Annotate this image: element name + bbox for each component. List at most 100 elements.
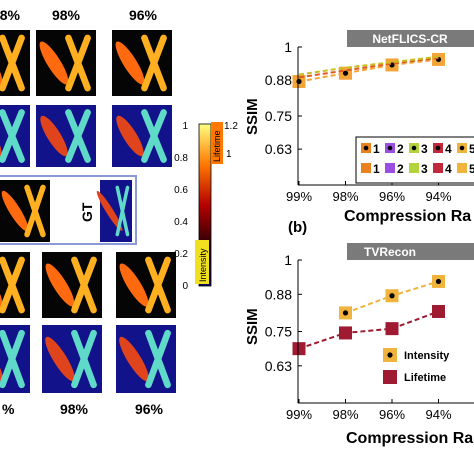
y-tick-label: 0.63 [265, 141, 292, 157]
legend-swatch-dot [387, 352, 393, 358]
legend-label: 5 [469, 162, 474, 176]
legend-swatch [409, 163, 419, 173]
x-object-stroke [141, 109, 167, 163]
left-object [45, 336, 75, 382]
colorbar-right-tick-2: 1 [226, 149, 232, 160]
footer-label-1: % [2, 401, 15, 417]
column-header-3: 96% [129, 7, 158, 23]
chart2-series [292, 274, 445, 356]
legend-label: 2 [397, 142, 404, 156]
x-tick-label: 98% [332, 189, 358, 204]
x-tick-label: 99% [286, 407, 312, 422]
series-2-marker [385, 322, 399, 336]
x-object-stroke [0, 34, 25, 92]
chart2-legend: Intensity Lifetime [383, 348, 450, 384]
chart1-ylabel: SSIM [244, 98, 261, 135]
chart-tvrecon: TVRecon SSIM 10.880.750.63 99% 98% 96% 94% … [244, 243, 474, 447]
legend-swatch-dot [459, 145, 465, 151]
y-tick-label: 1 [284, 39, 292, 55]
colorbar-tick-0: 0 [182, 281, 188, 292]
colorbar: 0 0.2 0.4 0.6 0.8 1 1.2 1 Intensity Life… [174, 121, 238, 292]
chart1-title: NetFLICS-CR [372, 32, 448, 46]
colorbar-tick-5: 1 [182, 121, 188, 132]
legend-swatch-dot [387, 145, 393, 151]
series-1-marker-dot [342, 70, 349, 76]
x-tick-label: 98% [332, 407, 358, 422]
chart-netflics: NetFLICS-CR SSIM 1 0.88 0.75 0.63 99% 98% 96%… [244, 30, 474, 236]
legend-swatch-dot [363, 145, 369, 151]
x-object-stroke [24, 184, 46, 238]
legend-swatch [433, 163, 443, 173]
legend-label: 2 [397, 162, 404, 176]
legend-label: 1 [373, 142, 380, 156]
x-object-stroke [65, 34, 91, 92]
left-object [119, 263, 149, 307]
series-1-marker-dot [435, 278, 442, 285]
legend-label: 5 [469, 142, 474, 156]
x-object-stroke [71, 329, 97, 389]
series-2-marker [432, 304, 445, 318]
left-object [39, 41, 69, 85]
legend-swatch [385, 163, 395, 173]
left-object [96, 190, 123, 232]
chart2-ylabel: SSIM [244, 308, 261, 345]
x-object-stroke [0, 109, 25, 163]
gt-row-frame [0, 175, 137, 245]
legend-label: 4 [445, 142, 452, 156]
chart1-xlabel: Compression Ra [344, 208, 471, 225]
x-object-stroke [0, 329, 25, 389]
colorbar-intensity-label: Intensity [198, 248, 208, 282]
x-tick-label: 96% [379, 189, 405, 204]
colorbar-right-tick-1: 1.2 [224, 121, 238, 132]
y-tick-label: 0.75 [265, 108, 292, 124]
x-tick-label: 99% [286, 189, 312, 204]
series-1-marker-dot [342, 310, 349, 316]
chart1-title-bg [347, 30, 474, 47]
series-1-marker-dot [389, 293, 395, 299]
legend-label: 3 [421, 162, 428, 176]
y-tick-label: 0.63 [265, 358, 292, 374]
legend-swatch-dot [435, 145, 441, 151]
series-line-3 [298, 55, 439, 76]
series-2-marker [292, 342, 306, 356]
x-object-stroke [0, 256, 25, 314]
lifetime-label-bg [211, 122, 223, 164]
column-header-1: 98% [0, 7, 21, 23]
legend-swatch [383, 370, 397, 384]
intensity-label-bg [195, 240, 209, 284]
x-object-stroke [71, 256, 97, 314]
legend-label: 4 [445, 162, 452, 176]
legend-label: Lifetime [404, 372, 446, 384]
y-tick-label: 0.75 [265, 324, 292, 340]
colorbar-tick-4: 0.8 [174, 153, 188, 164]
chart1-series [292, 52, 445, 88]
chart2-xaxis: 99% 98% 96% 94% [286, 399, 452, 422]
y-tick-label: 0.88 [265, 72, 292, 88]
legend-label: 1 [373, 162, 380, 176]
x-object-stroke [145, 329, 171, 389]
colorbar-tick-1: 0.2 [174, 249, 188, 260]
x-object-stroke [145, 256, 171, 314]
x-object-stroke [141, 34, 167, 92]
left-object [115, 41, 145, 85]
chart2-title-bg [347, 243, 474, 260]
legend-swatch [361, 163, 371, 173]
series-line-1 [298, 58, 439, 83]
chart2-yaxis: 1 0.88 0.75 0.63 [265, 252, 302, 374]
series-2-marker [339, 326, 352, 340]
series-line-2 [298, 310, 439, 350]
colorbar-tick-3: 0.6 [174, 185, 188, 196]
x-tick-label: 96% [379, 407, 405, 422]
chart1-legend: 1 2 3 4 5 1 2 3 4 5 [355, 136, 474, 184]
colorbar-tick-2: 0.4 [174, 217, 188, 228]
legend-label: Intensity [404, 350, 450, 362]
x-tick-label: 94% [425, 189, 451, 204]
column-header-2: 98% [52, 7, 81, 23]
image-grid [0, 30, 176, 393]
series-1-marker-dot [296, 78, 302, 85]
y-tick-label: 0.88 [265, 286, 292, 302]
legend-swatch [457, 163, 467, 173]
left-object [45, 263, 75, 307]
